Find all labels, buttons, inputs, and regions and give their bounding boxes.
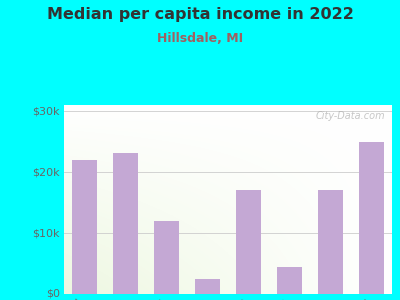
- Text: $10k: $10k: [32, 228, 60, 238]
- Text: Hillsdale, MI: Hillsdale, MI: [157, 32, 243, 44]
- Text: $30k: $30k: [32, 106, 60, 116]
- Bar: [72, 160, 97, 294]
- Bar: [277, 267, 302, 294]
- Bar: [359, 142, 384, 294]
- Text: $20k: $20k: [32, 167, 60, 177]
- Bar: [195, 279, 220, 294]
- Bar: [318, 190, 343, 294]
- Text: City-Data.com: City-Data.com: [316, 111, 386, 121]
- Text: Median per capita income in 2022: Median per capita income in 2022: [46, 8, 354, 22]
- Text: $0: $0: [46, 289, 60, 299]
- Bar: [236, 190, 261, 294]
- Bar: [154, 221, 179, 294]
- Bar: [113, 153, 138, 294]
